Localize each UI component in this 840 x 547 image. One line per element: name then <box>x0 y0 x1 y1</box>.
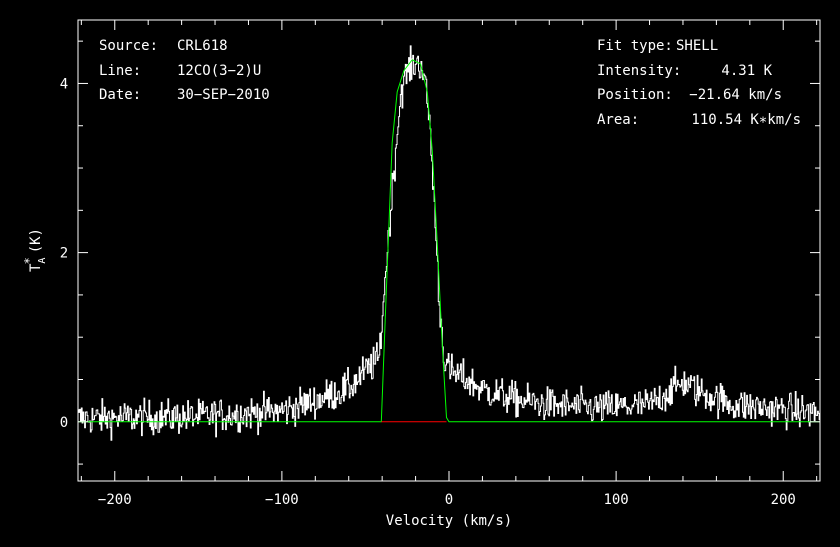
axis-tick-labels: −200 −100 0 100 200 0 2 4 <box>60 76 796 508</box>
y-axis-label-subscript: A <box>37 258 48 264</box>
annotation-date-value: 30−SEP−2010 <box>177 87 270 103</box>
axis-ticks <box>78 20 820 481</box>
annotation-line-value: 12CO(3−2)U <box>177 63 261 79</box>
y-tick-label: 0 <box>60 415 68 431</box>
annotation-fit-type-value: SHELL <box>676 38 718 54</box>
x-tick-label: 200 <box>771 492 796 508</box>
y-axis-label: TA* (K) <box>22 228 48 272</box>
x-tick-label: −200 <box>98 492 132 508</box>
x-tick-label: 100 <box>603 492 628 508</box>
svg-text:TA*(K): TA* (K) <box>22 228 48 272</box>
shell-fit-line <box>78 59 820 423</box>
annotation-intensity-value: 4.31 K <box>721 63 772 79</box>
annotation-position-value: −21.64 km/s <box>689 87 782 103</box>
y-tick-label: 4 <box>60 76 68 92</box>
annotation-source-key: Source: <box>99 38 158 54</box>
annotation-intensity-key: Intensity: <box>597 63 681 79</box>
y-tick-label: 2 <box>60 246 68 262</box>
y-axis-label-superscript: * <box>22 257 36 264</box>
annotations-right: Fit type: SHELL Intensity: 4.31 K Positi… <box>597 38 801 128</box>
data-traces <box>78 45 820 441</box>
x-axis-label: Velocity (km/s) <box>386 513 512 529</box>
annotations-left: Source: CRL618 Line: 12CO(3−2)U Date: 30… <box>99 38 270 103</box>
annotation-date-key: Date: <box>99 87 141 103</box>
y-axis-label-units: (K) <box>28 228 44 253</box>
annotation-area-key: Area: <box>597 112 639 128</box>
annotation-fit-type-key: Fit type: <box>597 38 673 54</box>
annotation-source-value: CRL618 <box>177 38 228 54</box>
annotation-area-value: 110.54 K∗km/s <box>691 112 801 128</box>
y-axis-label-symbol: T <box>28 263 44 272</box>
x-tick-label: −100 <box>265 492 299 508</box>
annotation-position-key: Position: <box>597 87 673 103</box>
annotation-line-key: Line: <box>99 63 141 79</box>
x-tick-label: 0 <box>445 492 453 508</box>
observed-spectrum-line <box>78 45 820 441</box>
